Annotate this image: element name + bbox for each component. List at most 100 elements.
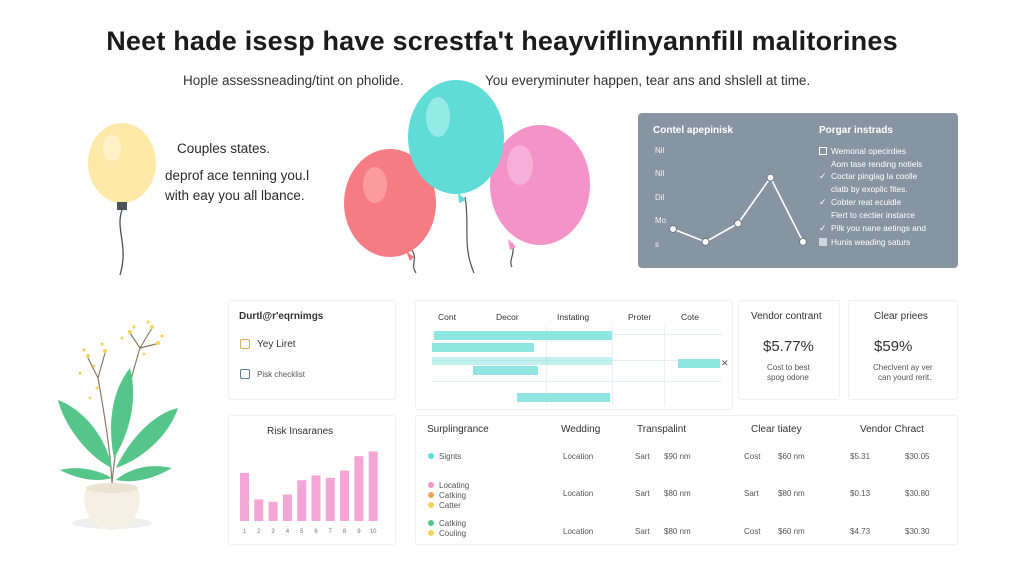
panel-checklist-item[interactable]: ✓ Pilk you nane aetings and — [819, 223, 926, 234]
checkbox-item-2-label: Pisk checklist — [257, 370, 306, 379]
cell-clear-cost: $60 nm — [778, 527, 805, 536]
legend-dot-icon — [428, 530, 434, 536]
budget-table — [415, 415, 958, 545]
cell-vendor-value-1: $0.13 — [850, 489, 871, 498]
legend-item: Catking — [428, 491, 466, 500]
cell-clear-type: Cost — [744, 527, 761, 536]
cell-transport-type: Sart — [635, 527, 650, 536]
stat-value: $5.77% — [763, 338, 814, 355]
checkbox-icon[interactable] — [819, 147, 827, 155]
legend-item: Signts — [428, 452, 461, 461]
gantt-column-4: Proter — [628, 312, 652, 322]
checkmark-icon: ✓ — [819, 171, 827, 181]
risk-bar — [311, 475, 321, 521]
checkmark-icon: ✓ — [819, 197, 827, 207]
legend-label: Catking — [439, 519, 467, 528]
cell-transport-cost: $90 nm — [664, 452, 691, 461]
line-chart-y-tick: Nil — [655, 169, 665, 178]
risk-bar-chart: 1 2 3 4 5 6 7 8 9 10 — [240, 451, 378, 535]
table-header-5: Vendor Chract — [860, 424, 924, 435]
gantt-bar-2[interactable] — [432, 343, 534, 352]
risk-bar — [254, 499, 264, 521]
checkmark-icon: ✓ — [819, 223, 827, 233]
cell-clear-type: Cost — [744, 452, 761, 461]
left-text-line-3: with eay you all lbance. — [165, 188, 305, 203]
cell-clear-cost: $80 nm — [778, 489, 805, 498]
panel-checklist-item[interactable]: Wemonal opecirdies — [819, 146, 906, 156]
gantt-column-2: Decor — [496, 312, 519, 322]
stat-label: Vendor contrant — [751, 311, 822, 322]
panel-checklist-item: clatb by exoplic fites. — [831, 184, 908, 194]
cell-vendor-value-2: $30.80 — [905, 489, 930, 498]
risk-bar — [354, 456, 364, 521]
legend-label: Catter — [439, 501, 461, 510]
risk-bar-x-label: 3 — [271, 529, 275, 535]
gantt-bar-6[interactable] — [517, 393, 610, 402]
gantt-bar-4[interactable] — [473, 366, 538, 375]
risk-bar-x-label: 7 — [329, 529, 333, 535]
cell-clear-type: Sart — [744, 489, 759, 498]
cell-wedding: Location — [563, 489, 594, 498]
yellow-balloon-illustration — [88, 123, 156, 276]
risk-bar — [340, 470, 350, 521]
risk-bar — [368, 451, 378, 521]
cell-vendor-value-1: $5.31 — [850, 452, 871, 461]
stat-caption-2: spog odone — [767, 373, 809, 382]
risk-bar-x-label: 5 — [300, 529, 304, 535]
legend-dot-icon — [428, 520, 434, 526]
risk-bar-x-label: 10 — [370, 529, 377, 535]
risk-bar — [297, 480, 307, 521]
panel-checklist-text: Coctar pinglag la coolle — [831, 171, 918, 181]
cell-transport-cost: $80 nm — [664, 527, 691, 536]
gantt-bar-3[interactable] — [432, 357, 612, 365]
panel-checklist-text: Aom tase rending notiels — [831, 159, 923, 169]
checkbox-item-1[interactable] — [240, 339, 250, 349]
panel-checklist-item: Aom tase rending notiels — [831, 159, 922, 169]
stat-label: Clear priees — [874, 311, 928, 322]
legend-dot-icon — [428, 502, 434, 508]
panel-checklist-item[interactable]: Hunis weading saturs — [819, 237, 910, 247]
close-icon[interactable]: ✕ — [721, 358, 729, 368]
checkbox-icon[interactable] — [819, 238, 827, 246]
gantt-bar-1[interactable] — [434, 331, 612, 340]
legend-dot-icon — [428, 482, 434, 488]
gantt-column-5: Cote — [681, 312, 699, 322]
line-chart-y-tick: Mo — [655, 216, 667, 225]
legend-label: Couling — [439, 529, 467, 538]
stat-caption-2: can yourd rerit. — [878, 373, 932, 382]
cell-transport-type: Sart — [635, 452, 650, 461]
legend-item: Locating — [428, 481, 469, 490]
stat-caption-1: Checlvent ay ver — [873, 363, 933, 372]
risk-bar — [268, 501, 278, 521]
requirements-title: Durtl@r'eqrnimgs — [239, 311, 324, 322]
gantt-chart: Cont Decor Instating Proter Cote ✕ — [415, 300, 733, 410]
line-chart-point — [669, 225, 677, 233]
subtitle-left: Hople assessneading/tint on pholide. — [183, 73, 404, 88]
cell-vendor-value-1: $4.73 — [850, 527, 871, 536]
line-chart-series — [672, 176, 804, 243]
cell-vendor-value-2: $30.30 — [905, 527, 930, 536]
line-chart-point — [734, 219, 742, 228]
gantt-bar-5[interactable] — [678, 359, 720, 368]
panel-checklist-item: Flert to cectier instarce — [831, 210, 915, 220]
cell-wedding: Location — [563, 452, 594, 461]
stat-caption-1: Cost to best — [767, 363, 810, 372]
checkbox-item-2[interactable] — [240, 369, 250, 379]
line-chart-point — [799, 237, 807, 246]
cell-clear-cost: $60 nm — [778, 452, 805, 461]
table-header-2: Wedding — [561, 424, 601, 435]
panel-checklist-text: clatb by exoplic fites. — [831, 184, 908, 194]
panel-checklist-item[interactable]: ✓ Coctar pinglag la coolle — [819, 171, 917, 182]
legend-item: Catter — [428, 501, 461, 510]
panel-checklist-item[interactable]: ✓ Cobter reat eculdle — [819, 197, 901, 208]
panel-chart-title: Contel apepinisk — [653, 125, 734, 136]
risk-bar — [325, 477, 335, 521]
cell-transport-cost: $80 nm — [664, 489, 691, 498]
subtitle-right: You everyminuter happen, tear ans and sh… — [485, 73, 811, 88]
risk-bar — [282, 494, 292, 521]
page-title: Neet hade isesp have screstfa't heayvifl… — [106, 26, 898, 56]
legend-label: Locating — [439, 481, 470, 490]
table-header-3: Transpalint — [637, 424, 687, 435]
legend-dot-icon — [428, 492, 434, 498]
table-header-4: Clear tiatey — [751, 424, 802, 435]
